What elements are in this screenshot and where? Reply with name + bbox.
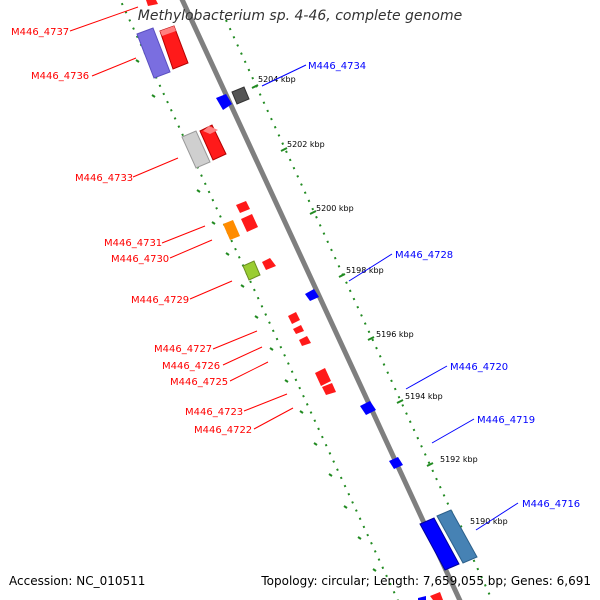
gene-M446_4726[interactable] <box>293 325 304 334</box>
gene-M446_4727[interactable] <box>288 312 300 324</box>
accession-text: Accession: NC_010511 <box>9 574 146 588</box>
gene-M446_4728[interactable] <box>305 289 319 301</box>
gene-M446_4722[interactable] <box>322 383 336 395</box>
tick-label-5202: 5202 kbp <box>287 140 325 149</box>
gene-bottom-left[interactable] <box>418 592 443 600</box>
map-title: Methylobacterium sp. 4-46, complete geno… <box>137 8 463 24</box>
gene-label-M446_4733[interactable]: M446_4733 <box>75 173 133 184</box>
tick-label-5196: 5196 kbp <box>376 330 414 339</box>
right-label-lines <box>261 64 519 531</box>
right-track-ticks <box>251 84 463 530</box>
gene-label-M446_4734[interactable]: M446_4734 <box>308 61 366 72</box>
track-right-dotted <box>225 19 493 600</box>
gene-M446_4733[interactable] <box>181 124 227 169</box>
genome-backbone <box>179 0 463 600</box>
gene-label-M446_4720[interactable]: M446_4720 <box>450 362 508 373</box>
gene-label-M446_4737[interactable]: M446_4737 <box>11 27 69 38</box>
topology-text: Topology: circular; Length: 7,659,055 bp… <box>261 574 591 588</box>
gene-M446_4720[interactable] <box>360 401 376 415</box>
gene-label-M446_4728[interactable]: M446_4728 <box>395 250 453 261</box>
gene-label-M446_4726[interactable]: M446_4726 <box>162 361 220 372</box>
left-label-lines <box>69 6 294 430</box>
gene-label-M446_4729[interactable]: M446_4729 <box>131 295 189 306</box>
gene-label-M446_4719[interactable]: M446_4719 <box>477 415 535 426</box>
gene-label-M446_4722[interactable]: M446_4722 <box>194 425 252 436</box>
gene-M446_4719[interactable] <box>389 457 403 469</box>
gene-M446_4731[interactable] <box>236 201 258 232</box>
gene-label-M446_4731[interactable]: M446_4731 <box>104 238 162 249</box>
gene-label-M446_4730[interactable]: M446_4730 <box>111 254 169 265</box>
gene-M446_4734[interactable] <box>216 86 250 110</box>
gene-M446_4729[interactable] <box>242 258 276 281</box>
tick-label-5194: 5194 kbp <box>405 392 443 401</box>
gene-label-M446_4736[interactable]: M446_4736 <box>31 71 89 82</box>
gene-label-M446_4727[interactable]: M446_4727 <box>154 344 212 355</box>
tick-label-5204: 5204 kbp <box>258 75 296 84</box>
gene-M446_4716[interactable] <box>419 509 478 571</box>
gene-M446_4723[interactable] <box>315 368 331 386</box>
gene-label-M446_4723[interactable]: M446_4723 <box>185 407 243 418</box>
gene-label-M446_4725[interactable]: M446_4725 <box>170 377 228 388</box>
gene-M446_4730[interactable] <box>223 220 240 240</box>
tick-label-5200: 5200 kbp <box>316 204 354 213</box>
gene-label-M446_4716[interactable]: M446_4716 <box>522 499 580 510</box>
gene-M446_4725[interactable] <box>299 336 311 346</box>
gene-M446_4736[interactable] <box>136 25 189 79</box>
tick-label-5192: 5192 kbp <box>440 455 478 464</box>
gene-M446_4737[interactable] <box>146 0 158 6</box>
left-track-ticks <box>135 59 377 572</box>
